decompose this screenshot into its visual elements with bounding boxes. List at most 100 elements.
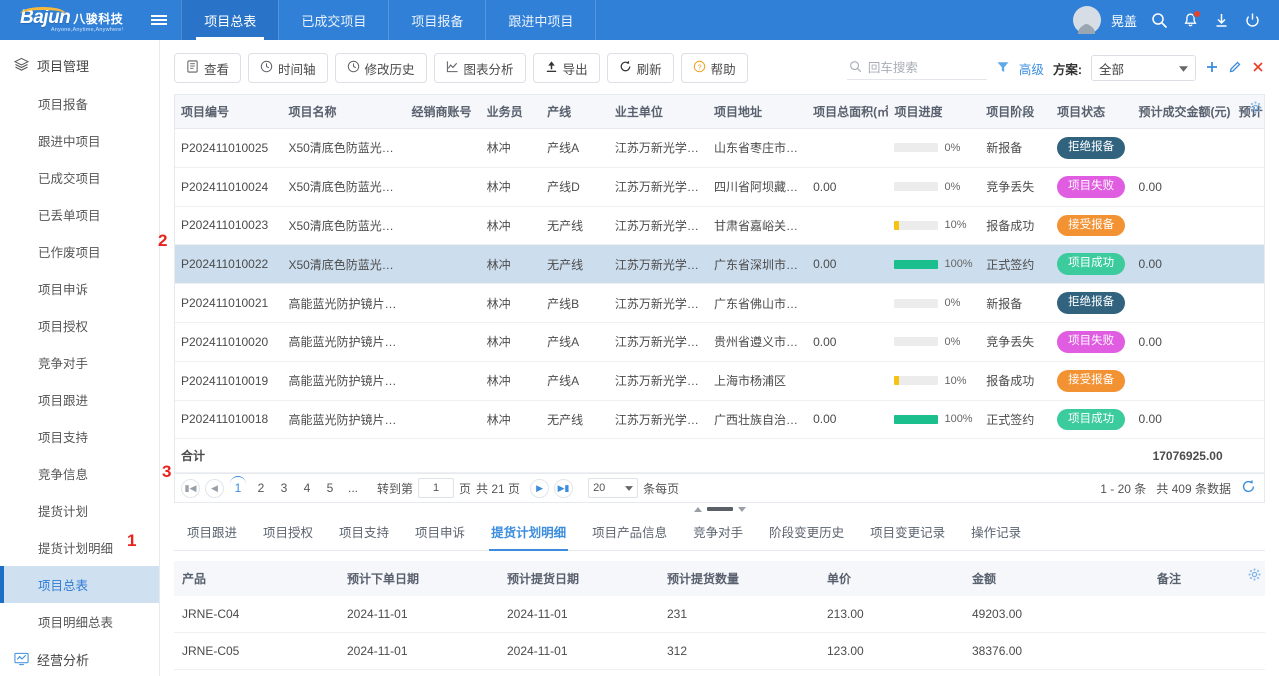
tab-closed-projects[interactable]: 已成交项目: [278, 0, 388, 40]
tab-ongoing-projects[interactable]: 跟进中项目: [485, 0, 597, 40]
refresh-icon[interactable]: [1241, 479, 1256, 497]
panel-splitter[interactable]: [160, 503, 1279, 515]
column-header-11[interactable]: 预计成交金额(元): [1132, 95, 1233, 129]
detail-tab-3[interactable]: 项目申诉: [402, 515, 478, 550]
page-ellipsis[interactable]: ...: [347, 481, 358, 496]
cell-project-name[interactable]: X50清底色防蓝光镜片...: [282, 167, 406, 207]
chart-analysis-button[interactable]: 图表分析: [433, 53, 526, 83]
table-row[interactable]: P202411010020 高能蓝光防护镜片采购... 林冲 产线A 江苏万新光学有..…: [175, 322, 1264, 362]
sidebar-item-8[interactable]: 项目跟进: [0, 381, 159, 418]
plus-icon[interactable]: [1205, 60, 1219, 77]
close-icon[interactable]: [1251, 60, 1265, 77]
collapse-down-icon[interactable]: [737, 506, 746, 512]
column-header-9[interactable]: 项目阶段: [980, 95, 1052, 129]
detail-tab-9[interactable]: 操作记录: [958, 515, 1034, 550]
table-row[interactable]: P202411010019 高能蓝光防护镜片采购... 林冲 产线A 江苏万新光学有..…: [175, 361, 1264, 401]
search-box[interactable]: [846, 57, 987, 80]
search-icon[interactable]: [1151, 12, 1168, 29]
page-number-3[interactable]: 3: [280, 481, 288, 496]
column-header-7[interactable]: 项目总面积(㎡): [807, 95, 889, 129]
detail-table-row[interactable]: JRNE-C05 2024-11-01 2024-11-01 312 123.00 383…: [174, 632, 1265, 671]
page-number-4[interactable]: 4: [303, 481, 311, 496]
table-row[interactable]: P202411010022 X50清底色防蓝光镜片... 林冲 无产线 江苏万新光学有.…: [175, 244, 1264, 285]
goto-page-input[interactable]: [418, 478, 455, 499]
view-button[interactable]: 查看: [174, 53, 242, 83]
sidebar-item-6[interactable]: 项目授权: [0, 307, 159, 344]
column-header-1[interactable]: 项目名称: [282, 95, 406, 129]
cell-project-name[interactable]: X50清底色防蓝光镜片...: [282, 128, 406, 168]
pencil-icon[interactable]: [1228, 60, 1242, 77]
splitter-handle[interactable]: [706, 507, 733, 512]
detail-column-header-0[interactable]: 产品: [174, 561, 339, 597]
detail-table-row[interactable]: JRNE-C04 2024-11-01 2024-11-01 231 213.00 492…: [174, 596, 1265, 634]
sidebar-item-0[interactable]: 项目报备: [0, 85, 159, 122]
menu-toggle-icon[interactable]: [137, 0, 181, 40]
table-row[interactable]: P202411010023 X50清底色防蓝光镜片... 林冲 无产线 江苏万新光学有.…: [175, 206, 1264, 246]
cell-project-name[interactable]: 高能蓝光防护镜片采购...: [282, 361, 406, 401]
column-header-0[interactable]: 项目编号: [175, 95, 283, 129]
sidebar-item-10[interactable]: 竞争信息: [0, 455, 159, 492]
sidebar-item-13[interactable]: 项目总表: [0, 566, 159, 603]
history-button[interactable]: 修改历史: [334, 53, 427, 83]
help-button[interactable]: ? 帮助: [680, 53, 748, 83]
detail-tab-0[interactable]: 项目跟进: [174, 515, 250, 550]
search-input[interactable]: [867, 60, 985, 75]
timeline-button[interactable]: 时间轴: [248, 53, 328, 83]
sidebar-item-14[interactable]: 项目明细总表: [0, 603, 159, 640]
first-page-icon[interactable]: ▮◀: [181, 478, 200, 498]
download-icon[interactable]: [1213, 12, 1230, 29]
sidebar-item-3[interactable]: 已丢单项目: [0, 196, 159, 233]
column-header-4[interactable]: 产线: [541, 95, 609, 129]
cell-project-name[interactable]: X50清底色防蓝光镜片...: [282, 244, 406, 285]
sidebar-item-4[interactable]: 已作废项目: [0, 233, 159, 270]
detail-column-header-4[interactable]: 单价: [819, 561, 964, 597]
sidebar-group-project-management[interactable]: 项目管理: [0, 46, 159, 85]
last-page-icon[interactable]: ▶▮: [554, 478, 574, 498]
brand-logo[interactable]: Bajun 八骏科技 Anyone,Anytime,Anywhere!: [0, 0, 137, 40]
sidebar-item-2[interactable]: 已成交项目: [0, 159, 159, 196]
sidebar-item-5[interactable]: 项目申诉: [0, 270, 159, 307]
sidebar-item-1[interactable]: 跟进中项目: [0, 122, 159, 159]
prev-page-icon[interactable]: ◀: [205, 478, 224, 498]
column-header-3[interactable]: 业务员: [480, 95, 542, 129]
tab-project-filing[interactable]: 项目报备: [388, 0, 485, 40]
next-page-icon[interactable]: ▶: [530, 478, 550, 498]
detail-tab-1[interactable]: 项目授权: [250, 515, 326, 550]
table-row[interactable]: P202411010025 X50清底色防蓝光镜片... 林冲 产线A 江苏万新光学有.…: [175, 128, 1264, 168]
sidebar-item-12[interactable]: 提货计划明细: [0, 529, 159, 566]
sidebar-item-11[interactable]: 提货计划: [0, 492, 159, 529]
column-header-12[interactable]: 预计: [1232, 95, 1264, 129]
sidebar-group-0[interactable]: 经营分析: [0, 640, 159, 676]
power-icon[interactable]: [1244, 12, 1261, 29]
export-button[interactable]: 导出: [532, 53, 600, 83]
detail-column-header-5[interactable]: 金额: [964, 561, 1149, 597]
cell-project-name[interactable]: 高能蓝光防护镜片采购...: [282, 322, 406, 362]
column-header-6[interactable]: 项目地址: [708, 95, 808, 129]
column-header-5[interactable]: 业主单位: [608, 95, 708, 129]
table-row[interactable]: P202411010021 高能蓝光防护镜片采购... 林冲 产线B 江苏万新光学有..…: [175, 283, 1264, 323]
filter-icon[interactable]: [996, 60, 1010, 77]
page-number-1[interactable]: 1: [229, 475, 247, 498]
cell-project-name[interactable]: 高能蓝光防护镜片采购...: [282, 400, 406, 440]
page-number-5[interactable]: 5: [326, 481, 334, 496]
column-header-8[interactable]: 项目进度: [888, 95, 981, 129]
advanced-search-link[interactable]: 高级: [1018, 62, 1044, 77]
detail-tab-2[interactable]: 项目支持: [326, 515, 402, 550]
detail-tab-6[interactable]: 竞争对手: [680, 515, 756, 550]
detail-column-header-1[interactable]: 预计下单日期: [339, 561, 499, 597]
page-number-2[interactable]: 2: [257, 481, 265, 496]
detail-column-header-6[interactable]: 备注: [1149, 561, 1265, 597]
detail-column-header-3[interactable]: 预计提货数量: [659, 561, 819, 597]
cell-project-name[interactable]: X50清底色防蓝光镜片...: [282, 206, 406, 246]
column-header-10[interactable]: 项目状态: [1051, 95, 1133, 129]
detail-tab-7[interactable]: 阶段变更历史: [756, 515, 857, 550]
sidebar-item-9[interactable]: 项目支持: [0, 418, 159, 455]
detail-tab-5[interactable]: 项目产品信息: [579, 515, 680, 550]
detail-tab-4[interactable]: 提货计划明细: [478, 515, 579, 552]
page-size-select[interactable]: 20: [588, 478, 639, 499]
detail-tab-8[interactable]: 项目变更记录: [857, 515, 958, 550]
column-header-2[interactable]: 经销商账号: [405, 95, 481, 129]
tab-project-summary[interactable]: 项目总表: [181, 0, 279, 40]
collapse-up-icon[interactable]: [693, 506, 702, 512]
bell-icon[interactable]: [1182, 9, 1201, 29]
